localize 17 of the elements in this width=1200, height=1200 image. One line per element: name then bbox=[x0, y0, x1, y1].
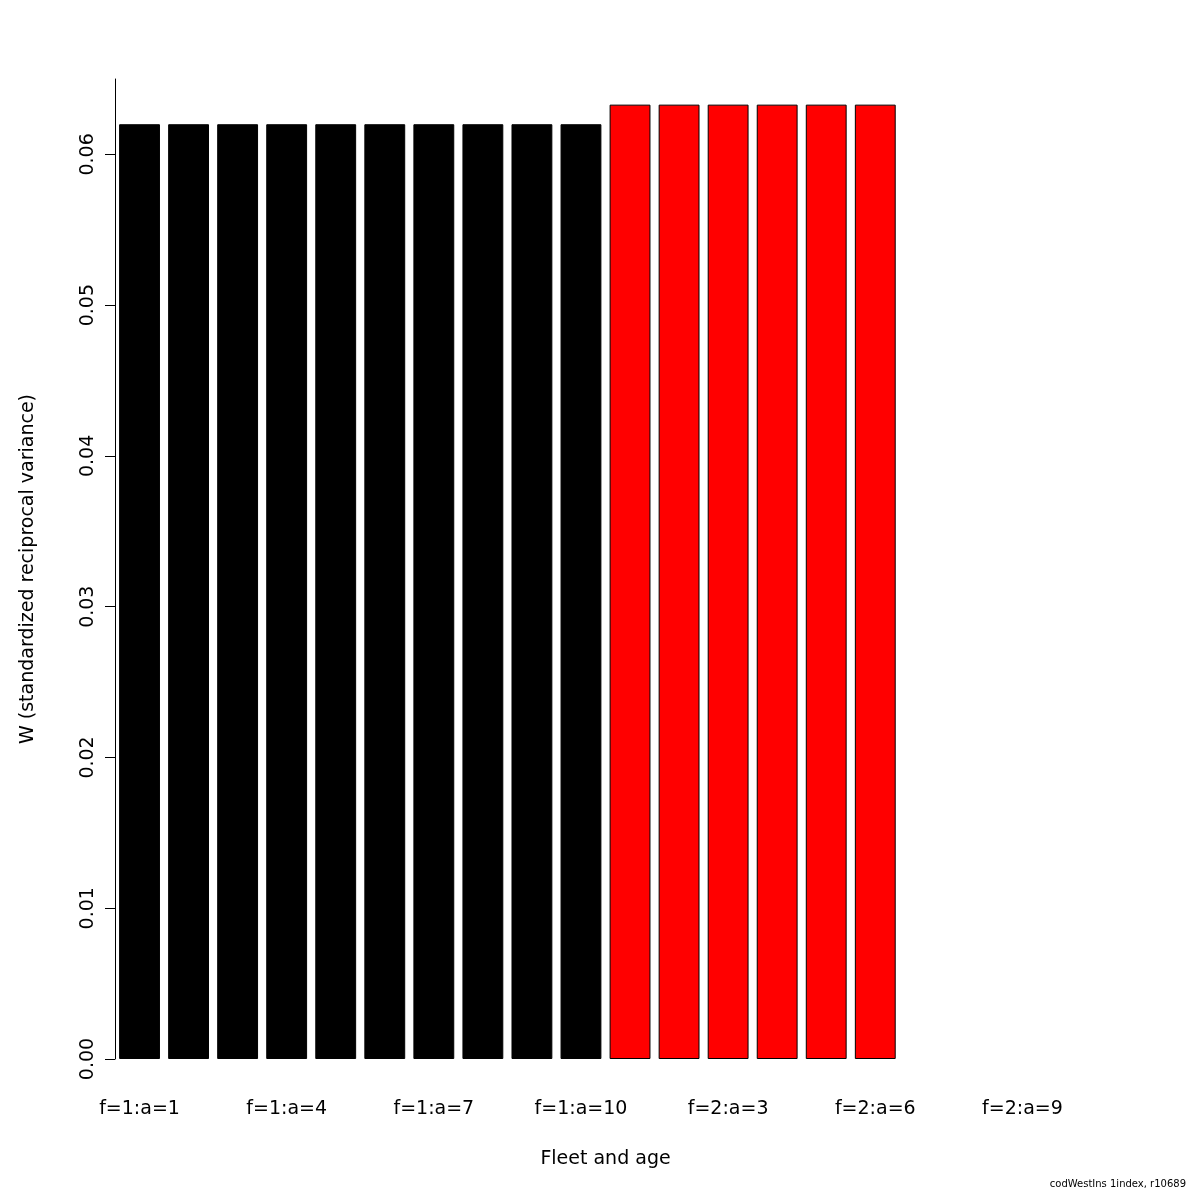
x-tick-label: f=2:a=3 bbox=[687, 1095, 769, 1118]
y-tick-label: 0.04 bbox=[74, 434, 97, 478]
x-tick-label: f=1:a=1 bbox=[99, 1095, 180, 1118]
x-tick-label: f=1:a=10 bbox=[534, 1095, 628, 1118]
x-tick-label: f=2:a=9 bbox=[982, 1095, 1063, 1118]
y-tick-label: 0.00 bbox=[74, 1037, 97, 1081]
text: codWestIns 1index, r10689 bbox=[1049, 1177, 1187, 1189]
y-axis-title: W (standardized reciprocal variance) bbox=[14, 393, 37, 745]
x-tick-label: f=1:a=4 bbox=[246, 1095, 328, 1118]
x-tick-label: f=1:a=7 bbox=[393, 1095, 475, 1118]
y-tick-label: 0.03 bbox=[74, 585, 97, 628]
x-tick-label: f=2:a=6 bbox=[834, 1095, 916, 1118]
y-tick-label: 0.01 bbox=[74, 887, 97, 930]
y-tick-label: 0.05 bbox=[74, 284, 97, 327]
y-tick-label: 0.06 bbox=[74, 133, 97, 176]
x-axis-title: Fleet and age bbox=[540, 1145, 671, 1168]
y-tick-label: 0.02 bbox=[74, 736, 97, 779]
